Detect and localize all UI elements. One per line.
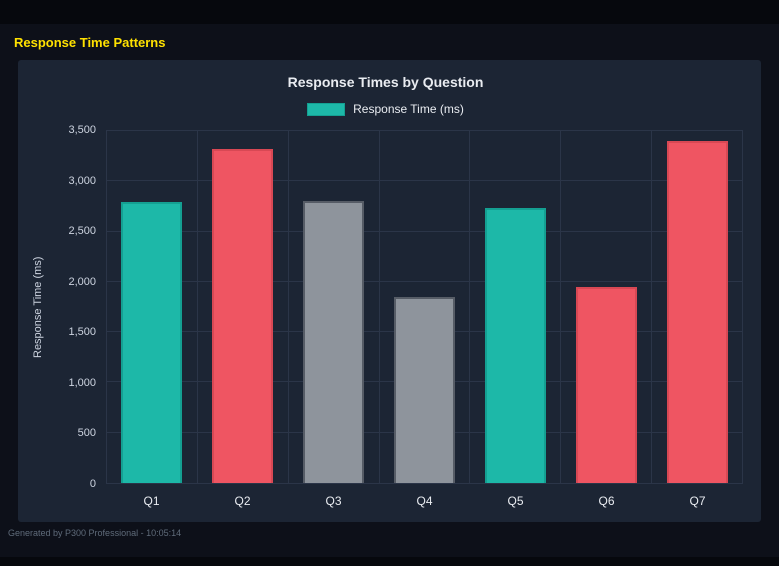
bar-column — [469, 131, 560, 483]
legend-label: Response Time (ms) — [353, 102, 464, 116]
y-tick-label: 1,000 — [68, 376, 96, 389]
plot-area — [106, 130, 743, 484]
chart-title: Response Times by Question — [287, 74, 484, 90]
x-tick-label: Q2 — [234, 494, 251, 508]
bottom-bar — [0, 557, 779, 566]
y-tick-label: 2,000 — [68, 275, 96, 288]
y-tick-label: 500 — [77, 427, 96, 440]
bar-column — [560, 131, 651, 483]
y-tick-label: 2,500 — [68, 225, 96, 238]
chart-legend[interactable]: Response Time (ms) — [28, 102, 743, 116]
bar-q2[interactable] — [212, 149, 274, 483]
y-axis-title: Response Time (ms) — [32, 256, 44, 358]
bar-column — [287, 131, 379, 483]
bar-q5[interactable] — [484, 208, 546, 483]
page-title: Response Time Patterns — [14, 35, 166, 50]
x-tick-label: Q7 — [689, 494, 706, 508]
horizontal-gridline — [107, 180, 742, 182]
y-tick-label: 3,000 — [68, 174, 96, 187]
chart-panel: Response Times by Question Response Time… — [18, 60, 761, 522]
y-tick-label: 1,500 — [68, 326, 96, 339]
horizontal-gridline — [107, 230, 742, 232]
legend-swatch — [307, 102, 346, 116]
x-axis-labels: Q1 Q2 Q3 Q4 Q5 Q6 Q7 — [106, 484, 743, 512]
y-axis-ticks: 0 500 1,000 1,500 2,000 2,500 3,000 3,500 — [48, 124, 106, 490]
bar-column — [378, 131, 470, 483]
y-tick-label: 3,500 — [68, 124, 96, 136]
bar-column — [651, 131, 742, 483]
bar-column — [196, 131, 288, 483]
bar-q3[interactable] — [303, 201, 365, 483]
y-tick-label: 0 — [89, 478, 96, 490]
x-tick-label: Q1 — [143, 494, 160, 508]
x-tick-label: Q6 — [598, 494, 615, 508]
bar-chart: Response Time (ms) 0 500 1,000 1,500 2,000 2,… — [28, 124, 743, 512]
bar-q4[interactable] — [393, 296, 456, 483]
bar-q1[interactable] — [121, 202, 183, 483]
footer-text: Generated by P300 Professional - 10:05:1… — [8, 528, 182, 538]
x-tick-label: Q5 — [507, 494, 524, 508]
bar-column — [107, 131, 197, 483]
bar-q6[interactable] — [575, 286, 637, 483]
horizontal-gridline — [107, 280, 742, 282]
top-bar — [0, 0, 779, 24]
bar-q7[interactable] — [666, 141, 728, 483]
x-tick-label: Q4 — [416, 494, 433, 508]
x-tick-label: Q3 — [325, 494, 342, 508]
